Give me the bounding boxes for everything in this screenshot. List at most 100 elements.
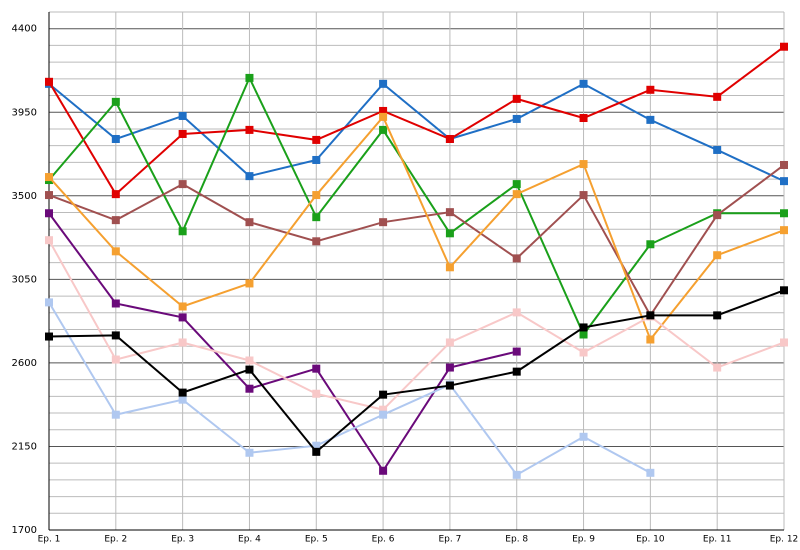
point — [245, 172, 254, 181]
point — [111, 410, 120, 419]
point — [111, 97, 120, 106]
point — [178, 227, 187, 236]
point — [445, 381, 454, 390]
point — [579, 323, 588, 332]
series-line — [48, 82, 785, 183]
point — [245, 356, 254, 365]
series-line — [48, 289, 785, 454]
point — [312, 364, 321, 373]
point — [312, 155, 321, 164]
point — [512, 190, 521, 199]
point — [713, 211, 722, 220]
point — [312, 135, 321, 144]
point — [445, 134, 454, 143]
series-line — [48, 239, 785, 411]
point — [312, 191, 321, 200]
point — [111, 216, 120, 225]
point — [780, 177, 788, 186]
point — [646, 85, 655, 94]
point — [780, 42, 788, 51]
x-tick-label: Ep. 12 — [770, 535, 799, 545]
point — [379, 405, 388, 414]
point — [178, 180, 187, 189]
x-tick-label: Ep. 11 — [703, 535, 732, 545]
point — [579, 191, 588, 200]
y-tick-label: 3050 — [12, 274, 37, 285]
point — [512, 308, 521, 317]
point — [45, 191, 53, 200]
point — [512, 114, 521, 123]
point — [579, 432, 588, 441]
x-tick-label: Ep. 5 — [305, 535, 328, 545]
x-tick-label: Ep. 10 — [636, 535, 665, 545]
point — [178, 129, 187, 138]
point — [111, 247, 120, 256]
y-tick-label: 2600 — [12, 358, 37, 369]
point — [713, 311, 722, 320]
point — [579, 79, 588, 88]
point — [780, 209, 788, 218]
point — [178, 388, 187, 397]
x-tick-label: Ep. 3 — [171, 535, 194, 545]
point — [780, 338, 788, 347]
point — [379, 106, 388, 115]
point — [713, 363, 722, 372]
point — [178, 111, 187, 120]
y-tick-label: 2150 — [12, 441, 37, 452]
point — [245, 448, 254, 457]
point — [45, 298, 53, 307]
point — [512, 470, 521, 479]
x-tick-label: Ep. 4 — [238, 535, 261, 545]
y-tick-label: 3950 — [12, 107, 37, 118]
point — [579, 348, 588, 357]
series-line — [48, 301, 651, 477]
point — [512, 367, 521, 376]
point — [445, 229, 454, 238]
point — [713, 251, 722, 260]
point — [379, 112, 388, 121]
point — [713, 92, 722, 101]
x-tick-label: Ep. 7 — [438, 535, 461, 545]
point — [445, 208, 454, 217]
x-tick-label: Ep. 9 — [572, 535, 595, 545]
point — [780, 226, 788, 235]
point — [245, 218, 254, 227]
y-tick-label: 3500 — [12, 191, 37, 202]
point — [45, 173, 53, 182]
series-line — [48, 75, 784, 337]
point — [646, 240, 655, 249]
point — [445, 363, 454, 372]
point — [312, 213, 321, 222]
point — [245, 279, 254, 288]
point — [646, 468, 655, 477]
point — [178, 302, 187, 311]
point — [379, 125, 388, 134]
point — [379, 390, 388, 399]
x-tick-label: Ep. 1 — [38, 535, 61, 545]
point — [379, 466, 388, 475]
point — [713, 145, 722, 154]
point — [780, 286, 788, 295]
point — [45, 332, 53, 341]
point — [646, 115, 655, 124]
point — [646, 311, 655, 320]
point — [579, 160, 588, 169]
y-tick-label: 4400 — [12, 24, 37, 35]
x-tick-label: Ep. 8 — [505, 535, 528, 545]
point — [111, 190, 120, 199]
point — [178, 338, 187, 347]
point — [111, 355, 120, 364]
point — [512, 180, 521, 189]
point — [245, 365, 254, 374]
series-line — [48, 45, 785, 196]
x-tick-label: Ep. 2 — [104, 535, 127, 545]
point — [579, 330, 588, 339]
point — [512, 347, 521, 356]
point — [245, 73, 254, 82]
point — [111, 134, 120, 143]
point — [111, 299, 120, 308]
point — [178, 395, 187, 404]
y-tick-label: 1700 — [12, 525, 37, 536]
point — [45, 209, 53, 218]
